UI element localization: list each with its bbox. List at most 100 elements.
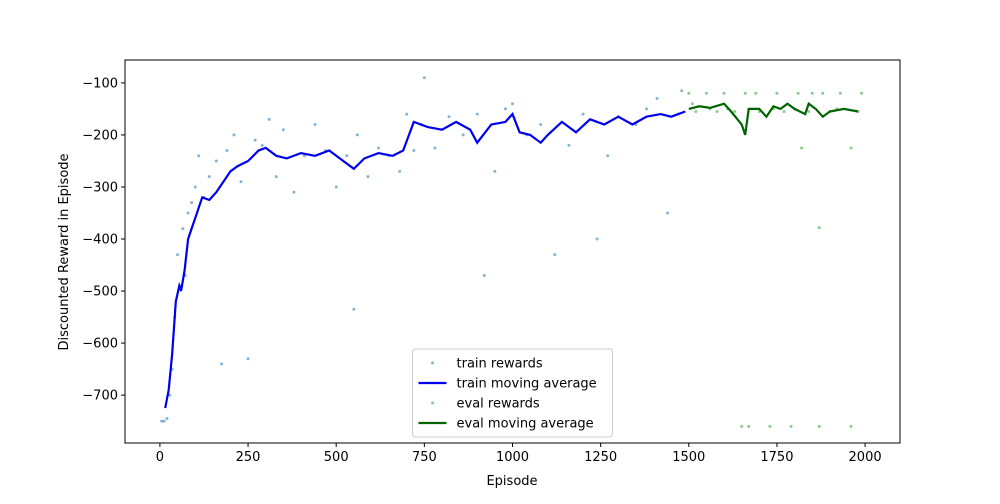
point (768, 424, 772, 428)
point (214, 159, 218, 163)
point (849, 146, 853, 150)
point (267, 117, 271, 121)
point (493, 169, 497, 173)
point (567, 143, 571, 147)
point (162, 419, 166, 423)
point (743, 91, 747, 95)
point (690, 102, 694, 106)
point (687, 91, 691, 95)
point (355, 133, 359, 137)
point (747, 424, 751, 428)
x-tick-label: 0 (156, 450, 164, 465)
point (207, 175, 211, 179)
point (197, 154, 201, 158)
point (733, 110, 737, 114)
point (482, 273, 486, 277)
point (181, 227, 185, 231)
point (433, 146, 437, 150)
point (694, 110, 698, 114)
point (666, 211, 670, 215)
x-tick-label: 1750 (760, 450, 793, 465)
point (789, 424, 793, 428)
x-tick-label: 250 (236, 450, 261, 465)
point (715, 110, 719, 114)
point (377, 146, 381, 150)
point (168, 393, 172, 397)
line (164, 110, 686, 409)
point (511, 102, 514, 106)
legend-label: eval moving average (457, 417, 594, 432)
point (160, 419, 164, 423)
point (680, 89, 684, 93)
point (754, 91, 758, 95)
y-axis-label: Discounted Reward in Episode (57, 153, 72, 350)
point (345, 154, 349, 158)
point (539, 123, 543, 127)
x-tick-label: 500 (324, 450, 349, 465)
point (800, 146, 804, 150)
y-tick-label: −400 (82, 233, 118, 248)
x-tick-label: 1000 (496, 450, 529, 465)
point (655, 97, 659, 101)
line (688, 101, 859, 136)
x-tick-label: 1500 (672, 450, 705, 465)
point (595, 237, 599, 241)
x-tick-label: 750 (412, 450, 437, 465)
point (849, 424, 853, 428)
y-tick-label: −700 (82, 389, 118, 404)
legend-label: train rewards (457, 357, 543, 372)
x-tick-label: 2000 (849, 450, 882, 465)
legend-label: eval rewards (457, 397, 540, 412)
point (313, 123, 317, 127)
point (239, 180, 243, 184)
point (412, 149, 416, 153)
legend-label: train moving average (457, 377, 597, 392)
point (366, 175, 370, 179)
point (260, 143, 264, 147)
point (447, 115, 451, 119)
point (220, 362, 224, 366)
point (817, 226, 821, 230)
point (176, 253, 180, 257)
point (553, 253, 557, 257)
point (292, 190, 296, 194)
point (860, 91, 864, 95)
point (232, 133, 236, 137)
point (810, 91, 814, 95)
y-tick-label: −200 (82, 128, 118, 143)
point (807, 110, 811, 114)
point (334, 185, 338, 189)
y-tick-label: −600 (82, 337, 118, 352)
point (740, 424, 744, 428)
point (253, 138, 257, 142)
point (817, 424, 821, 428)
point (165, 417, 169, 421)
point (782, 110, 786, 114)
point (281, 128, 285, 132)
point (422, 76, 426, 80)
legend-marker (431, 401, 434, 405)
point (225, 149, 229, 153)
point (405, 112, 409, 116)
x-axis-label: Episode (486, 474, 537, 489)
x-tick-label: 1250 (584, 450, 617, 465)
point (503, 107, 507, 111)
y-tick-label: −500 (82, 285, 118, 300)
point (821, 91, 825, 95)
point (398, 169, 402, 173)
legend-box (412, 348, 613, 438)
point (190, 201, 194, 205)
point (838, 91, 842, 95)
point (274, 175, 278, 179)
point (704, 91, 708, 95)
point (722, 91, 726, 95)
point (475, 112, 479, 116)
point (775, 91, 779, 95)
y-tick-label: −300 (82, 180, 118, 195)
point (186, 211, 190, 215)
point (352, 307, 356, 311)
legend-marker (431, 361, 434, 365)
point (796, 91, 800, 95)
point (246, 357, 250, 361)
